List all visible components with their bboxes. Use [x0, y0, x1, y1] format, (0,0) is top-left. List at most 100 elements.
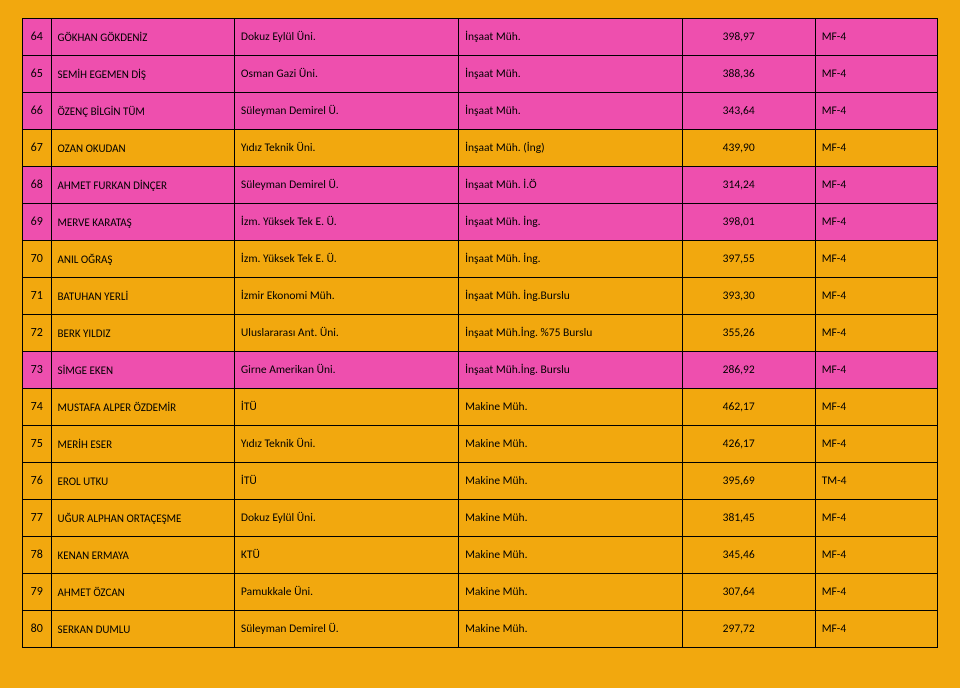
table-row: 70ANIL OĞRAŞİzm. Yüksek Tek E. Ü.İnşaat …	[23, 241, 938, 278]
cell-number: 73	[23, 352, 52, 389]
cell-name: OZAN OKUDAN	[51, 130, 234, 167]
cell-name: AHMET ÖZCAN	[51, 574, 234, 611]
cell-code: TM-4	[815, 463, 937, 500]
cell-number: 71	[23, 278, 52, 315]
table-row: 69MERVE KARATAŞİzm. Yüksek Tek E. Ü.İnşa…	[23, 204, 938, 241]
cell-code: MF-4	[815, 426, 937, 463]
cell-university: Süleyman Demirel Ü.	[234, 611, 458, 648]
cell-code: MF-4	[815, 537, 937, 574]
cell-score: 314,24	[683, 167, 815, 204]
cell-name: SEMİH EGEMEN DİŞ	[51, 56, 234, 93]
cell-university: Girne Amerikan Üni.	[234, 352, 458, 389]
cell-code: MF-4	[815, 389, 937, 426]
cell-name: SİMGE EKEN	[51, 352, 234, 389]
cell-number: 70	[23, 241, 52, 278]
cell-code: MF-4	[815, 500, 937, 537]
cell-department: İnşaat Müh.	[459, 93, 683, 130]
cell-number: 65	[23, 56, 52, 93]
cell-score: 297,72	[683, 611, 815, 648]
cell-number: 78	[23, 537, 52, 574]
cell-number: 75	[23, 426, 52, 463]
cell-department: İnşaat Müh. (İng)	[459, 130, 683, 167]
cell-code: MF-4	[815, 204, 937, 241]
cell-department: Makine Müh.	[459, 426, 683, 463]
cell-university: Süleyman Demirel Ü.	[234, 93, 458, 130]
cell-department: Makine Müh.	[459, 463, 683, 500]
cell-university: Yıdız Teknik Üni.	[234, 426, 458, 463]
cell-code: MF-4	[815, 130, 937, 167]
sheet: 64GÖKHAN GÖKDENİZDokuz Eylül Üni.İnşaat …	[0, 0, 960, 688]
cell-number: 66	[23, 93, 52, 130]
cell-score: 345,46	[683, 537, 815, 574]
cell-university: İzm. Yüksek Tek E. Ü.	[234, 204, 458, 241]
cell-number: 74	[23, 389, 52, 426]
cell-department: Makine Müh.	[459, 500, 683, 537]
cell-score: 397,55	[683, 241, 815, 278]
cell-department: Makine Müh.	[459, 574, 683, 611]
cell-code: MF-4	[815, 278, 937, 315]
cell-score: 393,30	[683, 278, 815, 315]
cell-department: Makine Müh.	[459, 389, 683, 426]
cell-university: KTÜ	[234, 537, 458, 574]
cell-department: İnşaat Müh.İng. Burslu	[459, 352, 683, 389]
cell-score: 439,90	[683, 130, 815, 167]
cell-number: 67	[23, 130, 52, 167]
table-row: 77UĞUR ALPHAN ORTAÇEŞMEDokuz Eylül Üni.M…	[23, 500, 938, 537]
cell-code: MF-4	[815, 19, 937, 56]
cell-score: 307,64	[683, 574, 815, 611]
cell-score: 343,64	[683, 93, 815, 130]
cell-name: EROL UTKU	[51, 463, 234, 500]
cell-code: MF-4	[815, 241, 937, 278]
cell-number: 77	[23, 500, 52, 537]
cell-university: İTÜ	[234, 389, 458, 426]
table-row: 66ÖZENÇ BİLGİN TÜMSüleyman Demirel Ü.İnş…	[23, 93, 938, 130]
cell-score: 462,17	[683, 389, 815, 426]
cell-name: KENAN ERMAYA	[51, 537, 234, 574]
table-row: 78KENAN ERMAYAKTÜMakine Müh.345,46MF-4	[23, 537, 938, 574]
cell-name: ÖZENÇ BİLGİN TÜM	[51, 93, 234, 130]
cell-department: İnşaat Müh.	[459, 56, 683, 93]
cell-score: 381,45	[683, 500, 815, 537]
table-row: 68AHMET FURKAN DİNÇERSüleyman Demirel Ü.…	[23, 167, 938, 204]
cell-code: MF-4	[815, 315, 937, 352]
cell-name: MERİH ESER	[51, 426, 234, 463]
cell-score: 426,17	[683, 426, 815, 463]
cell-name: AHMET FURKAN DİNÇER	[51, 167, 234, 204]
cell-number: 79	[23, 574, 52, 611]
cell-name: MUSTAFA ALPER ÖZDEMİR	[51, 389, 234, 426]
cell-score: 398,01	[683, 204, 815, 241]
cell-name: BERK YILDIZ	[51, 315, 234, 352]
cell-university: Yıdız Teknik Üni.	[234, 130, 458, 167]
cell-code: MF-4	[815, 167, 937, 204]
cell-name: GÖKHAN GÖKDENİZ	[51, 19, 234, 56]
cell-score: 388,36	[683, 56, 815, 93]
table-row: 75MERİH ESERYıdız Teknik Üni.Makine Müh.…	[23, 426, 938, 463]
table-row: 64GÖKHAN GÖKDENİZDokuz Eylül Üni.İnşaat …	[23, 19, 938, 56]
cell-university: Dokuz Eylül Üni.	[234, 500, 458, 537]
cell-number: 68	[23, 167, 52, 204]
table-row: 65SEMİH EGEMEN DİŞOsman Gazi Üni.İnşaat …	[23, 56, 938, 93]
cell-university: İzm. Yüksek Tek E. Ü.	[234, 241, 458, 278]
cell-university: İzmir Ekonomi Müh.	[234, 278, 458, 315]
table-row: 72BERK YILDIZUluslararası Ant. Üni.İnşaa…	[23, 315, 938, 352]
cell-name: ANIL OĞRAŞ	[51, 241, 234, 278]
cell-code: MF-4	[815, 56, 937, 93]
table-row: 79AHMET ÖZCANPamukkale Üni.Makine Müh.30…	[23, 574, 938, 611]
cell-department: İnşaat Müh. İng.Burslu	[459, 278, 683, 315]
cell-university: Pamukkale Üni.	[234, 574, 458, 611]
cell-university: Uluslararası Ant. Üni.	[234, 315, 458, 352]
table-row: 76EROL UTKUİTÜMakine Müh.395,69TM-4	[23, 463, 938, 500]
cell-number: 80	[23, 611, 52, 648]
cell-department: İnşaat Müh.İng. %75 Burslu	[459, 315, 683, 352]
cell-number: 69	[23, 204, 52, 241]
cell-name: MERVE KARATAŞ	[51, 204, 234, 241]
cell-department: İnşaat Müh.	[459, 19, 683, 56]
cell-name: BATUHAN YERLİ	[51, 278, 234, 315]
results-table: 64GÖKHAN GÖKDENİZDokuz Eylül Üni.İnşaat …	[22, 18, 938, 648]
table-row: 67OZAN OKUDANYıdız Teknik Üni.İnşaat Müh…	[23, 130, 938, 167]
cell-department: İnşaat Müh. İng.	[459, 241, 683, 278]
cell-code: MF-4	[815, 352, 937, 389]
cell-department: Makine Müh.	[459, 537, 683, 574]
cell-score: 398,97	[683, 19, 815, 56]
table-row: 73SİMGE EKENGirne Amerikan Üni.İnşaat Mü…	[23, 352, 938, 389]
